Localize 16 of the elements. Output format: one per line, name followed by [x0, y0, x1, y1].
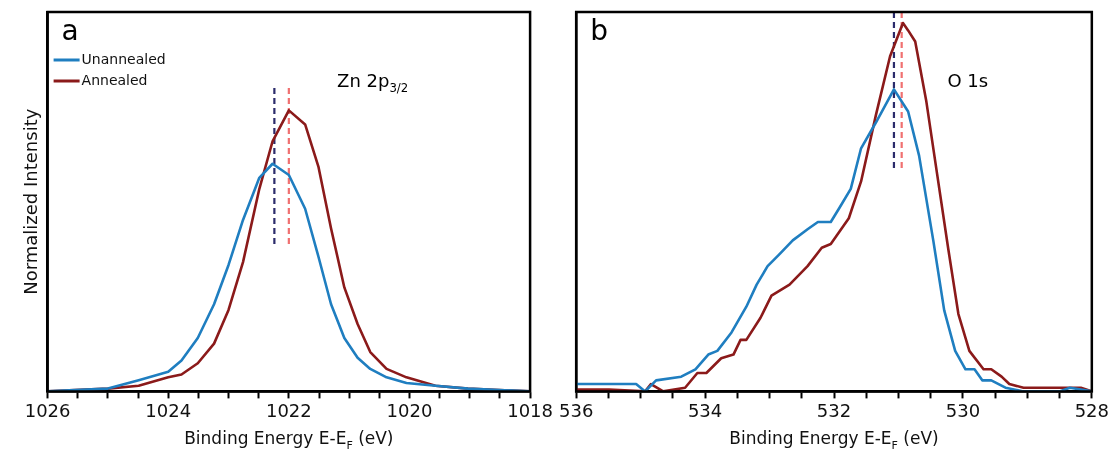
y-axis-title: Normalized Intensity [20, 108, 42, 295]
x-tick-label: 1018 [507, 399, 553, 421]
legend-label: Annealed [81, 71, 148, 88]
x-tick-label: 528 [1074, 399, 1109, 421]
x-tick-label: 1026 [24, 399, 71, 421]
text: a [61, 14, 79, 47]
x-tick-label: 534 [687, 399, 723, 421]
x-tick-label: 1024 [145, 399, 192, 421]
x-tick-label: 1020 [386, 399, 433, 421]
annotation: O 1s [947, 70, 989, 91]
x-tick-label: 536 [559, 399, 594, 421]
x-tick-label: 530 [945, 399, 981, 421]
x-tick-label: 532 [816, 399, 852, 421]
x-tick-label: 1022 [265, 399, 312, 421]
legend-label: Unannealed [81, 50, 166, 67]
annotation: b [590, 14, 608, 47]
